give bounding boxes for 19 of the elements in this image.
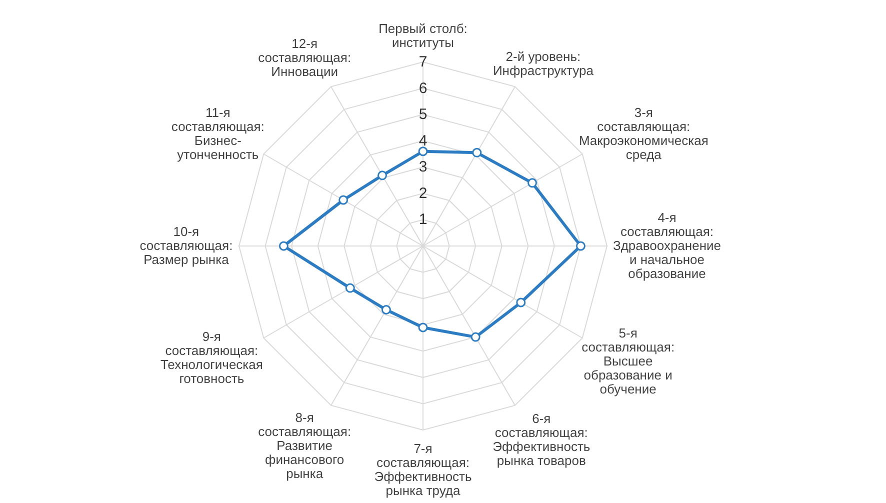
spoke-label: 8-я составляющая: Развитие финансового рынка: [258, 410, 352, 482]
spoke-label: 12-я составляющая: Инновации: [258, 36, 352, 80]
spoke-label: 10-я составляющая: Размер рынка: [140, 224, 233, 267]
spoke-label: 5-я составляющая: Высшее образование и обучение: [582, 326, 675, 396]
spoke-label: 6-я составляющая: Эффективность рынка товаров: [492, 410, 590, 468]
y-tick-label: 7: [418, 54, 428, 70]
y-tick-label: 1: [418, 211, 428, 228]
y-tick-label: 4: [418, 132, 428, 150]
spoke-label: 4-я составляющая: Здравоохранение и начальное образование: [612, 210, 722, 281]
spoke-label: 9-я составляющая: Технологическая готовность: [160, 329, 263, 386]
y-tick-label: 3: [418, 158, 428, 176]
y-tick-label: 6: [418, 80, 428, 97]
y-tick-label: 5: [418, 106, 428, 124]
spoke-label: 7-я составляющая: Эффективность рынка труда: [374, 441, 472, 498]
spoke-label: 11-я составляющая: Бизнес- утонченность: [171, 105, 264, 162]
spoke-label: 2-й уровень: Инфраструктура: [492, 49, 594, 78]
y-tick-label: 2: [418, 184, 428, 202]
spoke-label: 3-я составляющая: Макроэкономическая среда: [578, 105, 708, 162]
spoke-label: Первый столб: институты: [378, 21, 468, 50]
